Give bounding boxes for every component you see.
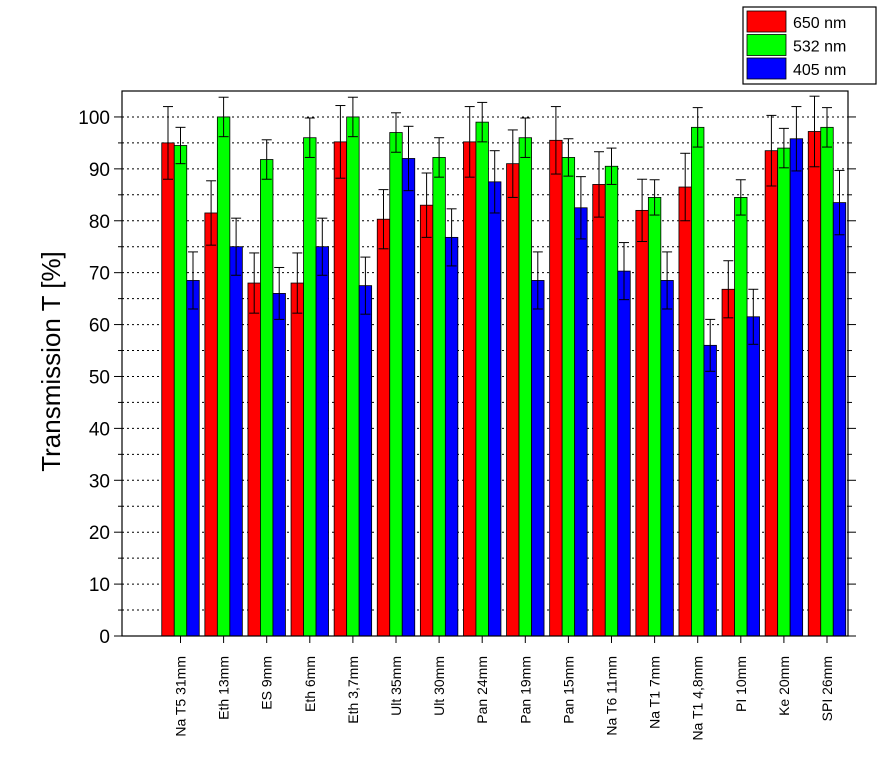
bar xyxy=(358,285,373,637)
bar xyxy=(561,157,576,637)
bar xyxy=(272,293,286,637)
bar xyxy=(475,121,489,637)
bar xyxy=(746,316,760,637)
x-category-label: Eth 13mm xyxy=(216,656,232,720)
y-tick-label: 100 xyxy=(78,108,110,129)
bar xyxy=(290,282,304,637)
x-category-label: Pan 24mm xyxy=(474,656,490,724)
bar xyxy=(531,280,545,637)
x-category-label: PI 10mm xyxy=(733,656,749,712)
y-tick-label: 10 xyxy=(89,575,110,596)
x-category-label: ES 9mm xyxy=(259,656,275,710)
bar xyxy=(333,141,348,637)
y-axis-title: Transmission T [%] xyxy=(36,251,66,472)
bar xyxy=(432,157,446,637)
bar xyxy=(376,218,391,637)
bar xyxy=(807,131,822,637)
x-category-label: Eth 6mm xyxy=(302,656,318,712)
legend-label: 650 nm xyxy=(793,15,846,32)
y-tick-label: 60 xyxy=(89,316,110,337)
bar xyxy=(549,139,563,637)
bar xyxy=(506,163,520,637)
plot-frame xyxy=(121,90,849,637)
x-category-label: Ult 30mm xyxy=(431,656,447,716)
bar xyxy=(173,145,188,637)
bar xyxy=(734,197,748,637)
bar xyxy=(764,150,779,637)
x-category-label: SPI 26mm xyxy=(819,656,835,721)
bar xyxy=(204,212,218,637)
bar xyxy=(518,137,532,637)
bar xyxy=(820,126,834,637)
bar xyxy=(444,236,459,637)
bar xyxy=(315,246,329,637)
y-tick-label: 90 xyxy=(89,160,110,181)
bar xyxy=(617,270,631,637)
y-tick-label: 70 xyxy=(89,264,110,285)
x-category-label: Na T1 4,8mm xyxy=(690,656,706,741)
bar xyxy=(186,280,200,637)
bar xyxy=(703,344,717,637)
legend-label: 532 nm xyxy=(793,39,846,56)
bar xyxy=(789,138,804,637)
bar xyxy=(161,142,175,637)
y-axis-ticks: 0 10 20 30 40 50 60 70 80 90 100 xyxy=(78,108,856,648)
legend-swatch xyxy=(746,10,787,33)
y-tick-label: 30 xyxy=(89,471,110,492)
bar xyxy=(389,132,403,637)
bar xyxy=(229,246,243,637)
y-tick-label: 20 xyxy=(89,523,110,544)
legend-label: 405 nm xyxy=(793,62,846,79)
bar xyxy=(832,202,847,637)
x-category-label: Eth 3,7mm xyxy=(345,656,361,724)
bar xyxy=(635,209,649,637)
legend-swatch xyxy=(746,34,787,56)
x-category-label: Na T1 7mm xyxy=(647,656,663,729)
x-category-label: Pan 15mm xyxy=(560,656,576,724)
bar xyxy=(463,141,477,637)
bar xyxy=(419,204,434,637)
bar xyxy=(488,181,502,637)
bar xyxy=(678,186,692,637)
y-tick-label: 50 xyxy=(89,367,110,388)
legend-swatch xyxy=(746,57,787,80)
x-category-label: Na T5 31mm xyxy=(173,656,189,737)
bar xyxy=(346,116,360,637)
y-tick-label: 80 xyxy=(89,212,110,233)
bar xyxy=(777,147,791,637)
bar xyxy=(401,158,416,637)
x-category-label: Pan 19mm xyxy=(517,656,533,724)
bar xyxy=(303,137,317,637)
bar xyxy=(660,280,674,637)
bar xyxy=(721,288,735,637)
bar xyxy=(604,165,619,637)
x-category-label: Ke 20mm xyxy=(776,656,792,716)
legend: 650 nm 532 nm 405 nm xyxy=(742,6,877,85)
bars xyxy=(161,116,847,637)
bar xyxy=(247,282,261,637)
bar xyxy=(592,184,606,637)
bar xyxy=(574,207,588,637)
bar xyxy=(647,197,662,637)
bar xyxy=(691,126,705,637)
x-category-label: Ult 35mm xyxy=(388,656,404,716)
bar xyxy=(216,116,231,637)
y-tick-label: 0 xyxy=(99,627,110,648)
x-category-label: Na T6 11mm xyxy=(604,656,620,736)
error-bars xyxy=(163,95,845,372)
bar xyxy=(260,159,274,637)
x-axis-category-labels: Na T5 31mm Eth 13mm ES 9mm Eth 6mm Eth 3,7mm… xyxy=(173,636,835,741)
y-tick-label: 40 xyxy=(89,419,110,440)
